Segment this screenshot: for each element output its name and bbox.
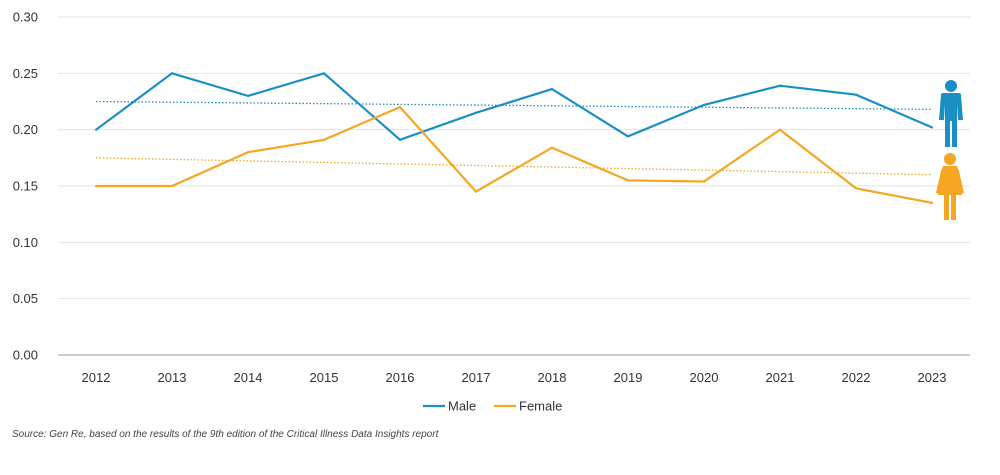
female-data-point [854, 187, 858, 190]
trend-lines [95, 100, 933, 176]
x-tick-label: 2012 [82, 370, 111, 385]
y-tick-label: 0.20 [13, 122, 38, 137]
male-data-point [930, 126, 934, 129]
x-tick-label: 2019 [614, 370, 643, 385]
legend-label-female: Female [519, 399, 562, 414]
series-lines [94, 72, 934, 204]
male-data-point [170, 72, 174, 75]
female-data-point [322, 138, 326, 141]
y-tick-label: 0.25 [13, 66, 38, 81]
x-tick-label: 2020 [690, 370, 719, 385]
male-data-point [854, 93, 858, 96]
female-data-point [626, 179, 630, 182]
y-tick-label: 0.10 [13, 235, 38, 250]
x-tick-label: 2016 [386, 370, 415, 385]
female-data-point [94, 184, 98, 188]
legend: Male Female [423, 399, 562, 414]
x-tick-label: 2018 [538, 370, 567, 385]
y-tick-label: 0.05 [13, 291, 38, 306]
female-data-point [550, 146, 554, 149]
male-data-point [246, 94, 250, 97]
male-trend-line [95, 100, 933, 111]
x-tick-label: 2022 [842, 370, 871, 385]
source-note: Source: Gen Re, based on the results of … [12, 429, 439, 440]
male-data-point [550, 88, 554, 91]
male-data-point [474, 111, 478, 114]
female-data-point [778, 128, 782, 131]
x-tick-label: 2023 [918, 370, 947, 385]
male-data-point [626, 135, 630, 138]
y-tick-label: 0.15 [13, 179, 38, 194]
female-trend-line [95, 157, 933, 176]
female-series-line [96, 105, 933, 204]
female-data-point [170, 184, 174, 188]
y-tick-label: 0.00 [13, 348, 38, 363]
x-tick-label: 2013 [158, 370, 187, 385]
female-data-point [246, 151, 250, 154]
female-data-point [702, 180, 706, 183]
female-figure-icon [936, 153, 964, 220]
x-axis-ticks: 2012 2013 2014 2015 2016 2017 2018 2019 2020 2021… [82, 370, 947, 385]
gridlines [58, 16, 970, 356]
male-data-point [778, 84, 782, 87]
x-tick-label: 2015 [310, 370, 339, 385]
male-figure-icon [939, 80, 963, 147]
male-data-point [398, 138, 402, 141]
y-tick-label: 0.30 [13, 10, 38, 25]
y-axis-ticks: 0.00 0.05 0.10 0.15 0.20 0.25 0.30 [13, 10, 38, 363]
female-data-point [930, 201, 934, 204]
female-data-point [474, 190, 478, 193]
x-tick-label: 2014 [234, 370, 263, 385]
female-data-point [398, 106, 402, 109]
male-series-line [95, 72, 933, 142]
x-tick-label: 2021 [766, 370, 795, 385]
legend-label-male: Male [448, 399, 476, 414]
male-data-point [322, 72, 326, 75]
male-data-point [94, 128, 98, 131]
male-data-point [702, 103, 706, 106]
x-tick-label: 2017 [462, 370, 491, 385]
